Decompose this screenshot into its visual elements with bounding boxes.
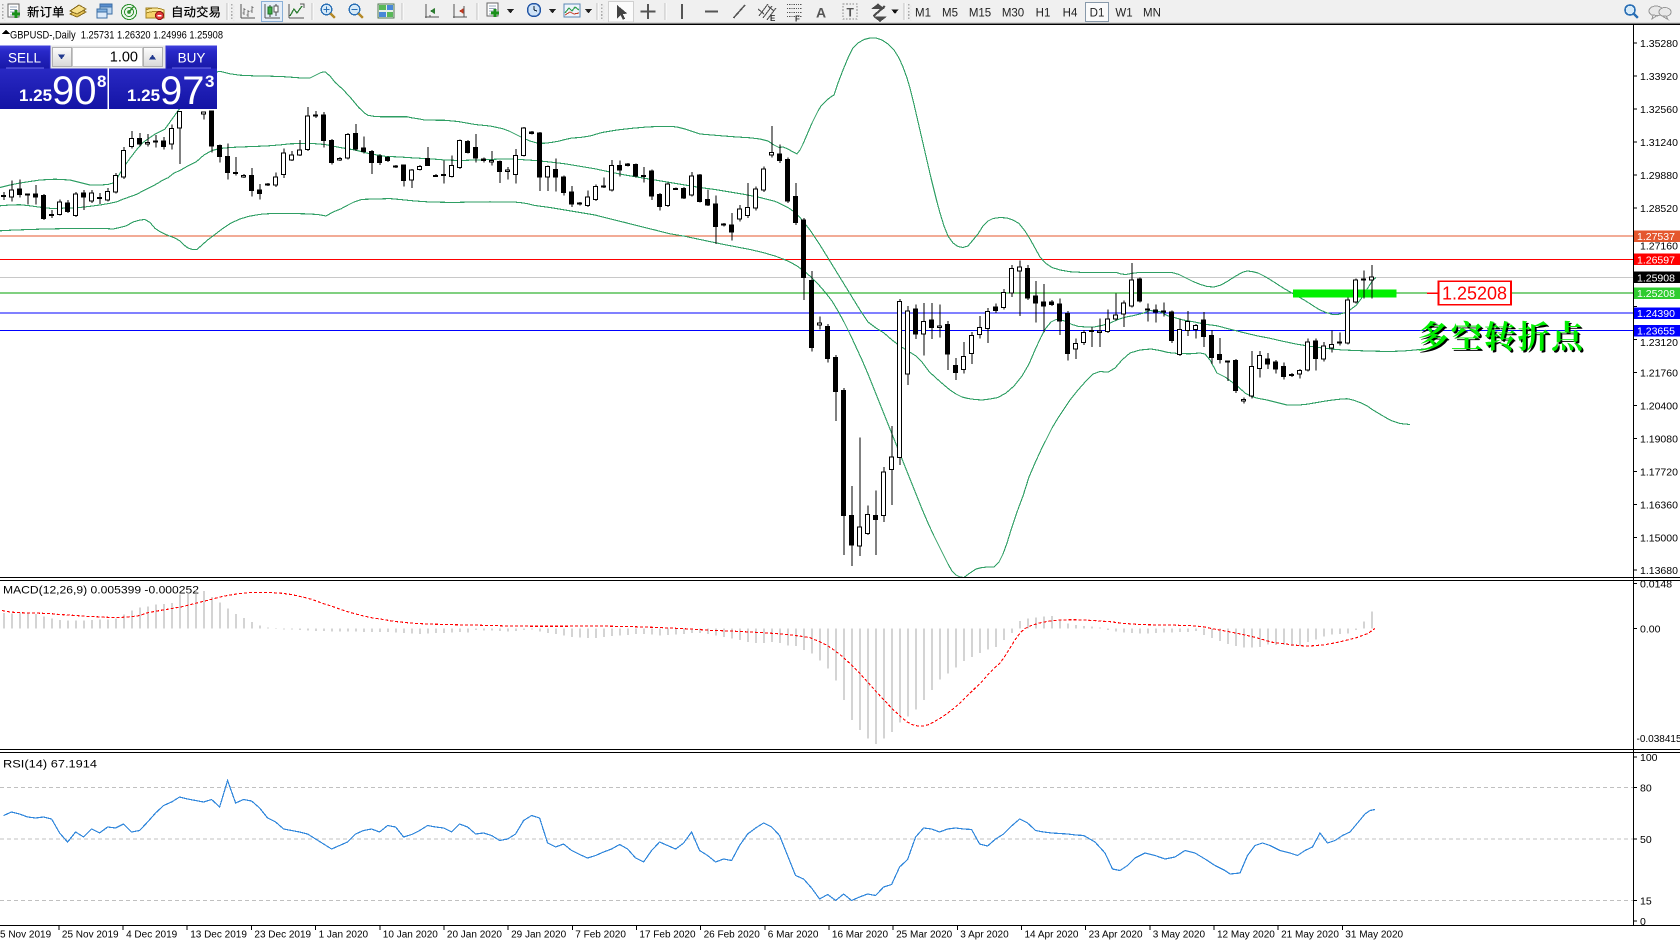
svg-text:MACD(12,26,9) 0.005399 -0.0002: MACD(12,26,9) 0.005399 -0.000252 (3, 585, 199, 597)
svg-text:1.26597: 1.26597 (1637, 254, 1675, 266)
svg-text:23 Apr 2020: 23 Apr 2020 (1089, 930, 1143, 941)
svg-text:1.29880: 1.29880 (1640, 170, 1678, 182)
svg-text:1.25208: 1.25208 (1442, 284, 1507, 304)
svg-text:25 Nov 2019: 25 Nov 2019 (62, 930, 119, 941)
svg-text:1.15000: 1.15000 (1640, 532, 1678, 544)
svg-text:12 May 2020: 12 May 2020 (1217, 930, 1275, 941)
svg-text:3 Apr 2020: 3 Apr 2020 (960, 930, 1009, 941)
svg-text:21 May 2020: 21 May 2020 (1281, 930, 1339, 941)
svg-text:17 Feb 2020: 17 Feb 2020 (639, 930, 696, 941)
svg-text:D1: D1 (1090, 8, 1105, 20)
svg-text:7 Feb 2020: 7 Feb 2020 (575, 930, 626, 941)
svg-text:0.0148: 0.0148 (1640, 578, 1672, 590)
svg-text:14 Apr 2020: 14 Apr 2020 (1025, 930, 1079, 941)
svg-text:1.35280: 1.35280 (1640, 38, 1678, 50)
svg-text:31 May 2020: 31 May 2020 (1345, 930, 1403, 941)
svg-text:F: F (795, 15, 800, 24)
svg-text:4 Dec 2019: 4 Dec 2019 (126, 930, 178, 941)
svg-text:15: 15 (1640, 896, 1652, 908)
svg-text:M30: M30 (1002, 8, 1024, 20)
svg-text:GBPUSD-,Daily 1.25731 1.26320: GBPUSD-,Daily 1.25731 1.26320 1.24996 1.… (10, 30, 223, 42)
svg-text:RSI(14) 67.1914: RSI(14) 67.1914 (3, 759, 97, 771)
svg-text:6 Mar 2020: 6 Mar 2020 (768, 930, 819, 941)
svg-text:90: 90 (52, 69, 97, 113)
svg-text:0.00: 0.00 (1640, 624, 1661, 636)
svg-text:W1: W1 (1115, 8, 1132, 20)
svg-text:1.31240: 1.31240 (1640, 137, 1678, 149)
svg-text:1.25908: 1.25908 (1637, 272, 1675, 284)
svg-text:H4: H4 (1063, 8, 1078, 20)
svg-text:1.20400: 1.20400 (1640, 401, 1678, 413)
svg-text:3 May 2020: 3 May 2020 (1153, 930, 1206, 941)
svg-text:5 Nov 2019: 5 Nov 2019 (0, 930, 52, 941)
svg-text:1.27160: 1.27160 (1640, 241, 1678, 253)
svg-text:8: 8 (97, 72, 106, 91)
svg-text:100: 100 (1640, 752, 1658, 764)
svg-text:1.13680: 1.13680 (1640, 565, 1678, 577)
svg-text:T: T (847, 6, 855, 20)
svg-text:1.23655: 1.23655 (1637, 326, 1675, 338)
svg-text:M5: M5 (942, 8, 958, 20)
svg-text:29 Jan 2020: 29 Jan 2020 (511, 930, 566, 941)
svg-text:23 Dec 2019: 23 Dec 2019 (254, 930, 311, 941)
svg-text:1.27537: 1.27537 (1637, 231, 1675, 243)
svg-text:MN: MN (1143, 8, 1161, 20)
svg-text:1.25208: 1.25208 (1637, 288, 1675, 300)
svg-text:25 Mar 2020: 25 Mar 2020 (896, 930, 953, 941)
svg-text:20 Jan 2020: 20 Jan 2020 (447, 930, 502, 941)
svg-text:80: 80 (1640, 783, 1652, 795)
svg-text:H1: H1 (1036, 8, 1051, 20)
svg-text:1.28520: 1.28520 (1640, 203, 1678, 215)
svg-text:26 Feb 2020: 26 Feb 2020 (704, 930, 761, 941)
svg-text:A: A (816, 5, 826, 21)
svg-text:1 Jan 2020: 1 Jan 2020 (319, 930, 369, 941)
svg-text:BUY: BUY (178, 51, 206, 66)
svg-text:E: E (770, 14, 776, 23)
svg-text:1.25: 1.25 (19, 86, 52, 105)
svg-text:1.21760: 1.21760 (1640, 368, 1678, 380)
svg-text:3: 3 (205, 72, 214, 91)
svg-text:SELL: SELL (8, 51, 42, 66)
svg-text:M1: M1 (915, 8, 931, 20)
svg-text:1.00: 1.00 (110, 50, 138, 66)
svg-text:50: 50 (1640, 834, 1652, 846)
svg-text:-0.038415: -0.038415 (1637, 734, 1680, 745)
svg-text:1.32560: 1.32560 (1640, 104, 1678, 116)
svg-text:1.19080: 1.19080 (1640, 434, 1678, 446)
svg-text:M15: M15 (969, 8, 991, 20)
svg-text:0: 0 (1640, 916, 1646, 928)
svg-text:97: 97 (160, 69, 205, 113)
svg-text:1.25: 1.25 (127, 86, 160, 105)
svg-text:1.33920: 1.33920 (1640, 71, 1678, 83)
svg-text:1.23120: 1.23120 (1640, 337, 1678, 349)
svg-text:1.17720: 1.17720 (1640, 466, 1678, 478)
svg-text:10 Jan 2020: 10 Jan 2020 (383, 930, 438, 941)
svg-text:13 Dec 2019: 13 Dec 2019 (190, 930, 247, 941)
svg-text:1.24390: 1.24390 (1637, 308, 1675, 320)
svg-text:16 Mar 2020: 16 Mar 2020 (832, 930, 889, 941)
svg-text:1.16360: 1.16360 (1640, 499, 1678, 511)
